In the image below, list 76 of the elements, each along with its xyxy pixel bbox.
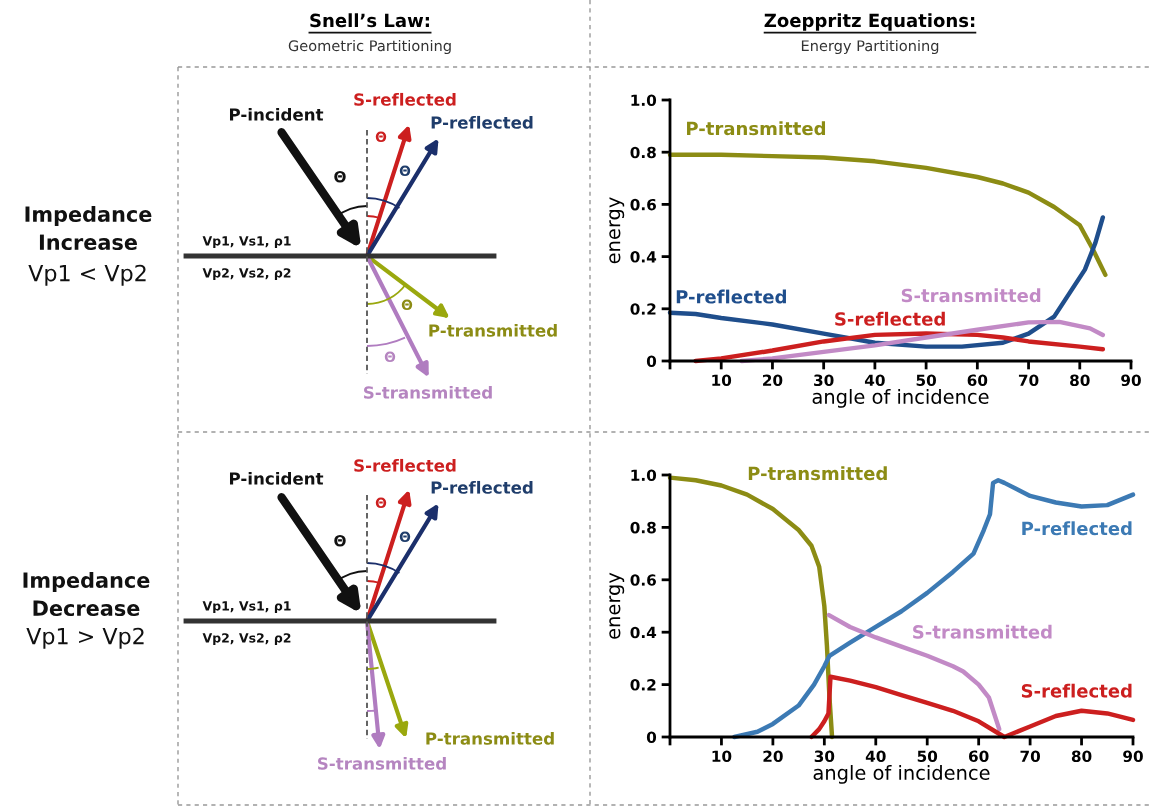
text: Vp1, Vs1, ρ1 — [202, 236, 291, 249]
text: Vp2, Vs2, ρ2 — [202, 268, 291, 281]
x-axis-title: angle of incidence — [812, 388, 989, 408]
y-tick-label: 0.8 — [630, 146, 656, 159]
series-label: P-reflected — [676, 289, 786, 304]
text: P-transmitted — [429, 323, 557, 337]
text: Vp1 < Vp2 — [28, 264, 146, 286]
text: Θ — [384, 351, 396, 363]
x-tick-label: 90 — [1123, 750, 1143, 763]
x-tick-label: 60 — [967, 374, 988, 387]
y-tick-label: 0.2 — [630, 303, 656, 315]
x-tick-label: 80 — [1070, 374, 1090, 387]
y-tick-label: 0.4 — [630, 626, 657, 639]
y-axis-title: energy — [609, 572, 625, 639]
text: P-incident — [229, 471, 324, 485]
text: S-reflected — [354, 458, 456, 472]
x-tick-label: 80 — [1071, 750, 1092, 763]
text: S-reflected — [354, 92, 456, 106]
x-tick-label: 70 — [1018, 374, 1039, 387]
x-tick-label: 60 — [968, 750, 989, 763]
line-series — [667, 152, 1108, 278]
y-axis-title: energy — [609, 197, 625, 264]
text: Θ — [401, 299, 413, 311]
y-tick-label: 1.0 — [631, 469, 657, 482]
line-series — [667, 215, 1106, 349]
x-tick-label: 90 — [1121, 374, 1141, 387]
line-series — [693, 331, 1106, 364]
x-tick-label: 30 — [814, 374, 834, 387]
series-label: S-transmitted — [901, 288, 1041, 303]
series-label: S-transmitted — [913, 624, 1052, 639]
text: Impedance Decrease — [23, 571, 150, 617]
text: Geometric Partitioning — [288, 39, 451, 55]
text: Θ — [375, 131, 387, 143]
line-series — [809, 674, 1136, 740]
text: P-reflected — [431, 480, 533, 494]
text: Impedance Increase — [25, 205, 152, 251]
x-axis-title: angle of incidence — [813, 764, 990, 784]
text: P-transmitted — [426, 731, 554, 745]
text: Θ — [334, 534, 346, 547]
y-tick-label: 1.0 — [631, 94, 657, 107]
series-label: S-reflected — [835, 311, 945, 326]
text: Snell’s Law: — [310, 13, 429, 28]
x-tick-label: 10 — [712, 374, 732, 387]
y-tick-label: 0 — [646, 731, 657, 744]
text: Θ — [399, 531, 411, 543]
series-label: P-transmitted — [748, 466, 887, 481]
y-tick-label: 0.8 — [630, 521, 656, 534]
text: Θ — [375, 497, 387, 509]
text: Θ — [399, 165, 411, 177]
x-tick-label: 20 — [763, 374, 783, 387]
x-tick-label: 30 — [814, 750, 835, 763]
y-tick-label: 0 — [646, 355, 657, 368]
series-label: P-transmitted — [687, 121, 826, 136]
y-tick-label: 0.6 — [630, 198, 656, 211]
x-tick-label: 50 — [916, 374, 937, 387]
x-tick-label: 20 — [763, 750, 783, 763]
series-label: S-reflected — [1021, 683, 1132, 698]
x-tick-label: 50 — [917, 750, 938, 763]
x-tick-label: 40 — [864, 374, 885, 387]
text: Vp2, Vs2, ρ2 — [202, 633, 291, 646]
y-tick-label: 0.6 — [630, 574, 656, 586]
y-tick-label: 0.4 — [630, 251, 657, 263]
text: S-transmitted — [364, 385, 492, 399]
series-label: P-reflected — [1022, 521, 1132, 536]
text: P-reflected — [431, 115, 533, 129]
chart-title: Zoeppritz Equations: — [764, 13, 975, 31]
x-tick-label: 70 — [1020, 750, 1041, 763]
x-tick-label: 40 — [865, 750, 886, 763]
y-tick-label: 0.2 — [630, 679, 656, 691]
x-tick-label: 10 — [712, 750, 732, 763]
text: Vp1, Vs1, ρ1 — [202, 601, 291, 614]
text: S-transmitted — [318, 756, 446, 770]
text: P-incident — [229, 107, 324, 121]
text: Vp1 > Vp2 — [26, 627, 144, 649]
chart-subtitle: Energy Partitioning — [801, 39, 939, 55]
text: Θ — [334, 170, 346, 183]
